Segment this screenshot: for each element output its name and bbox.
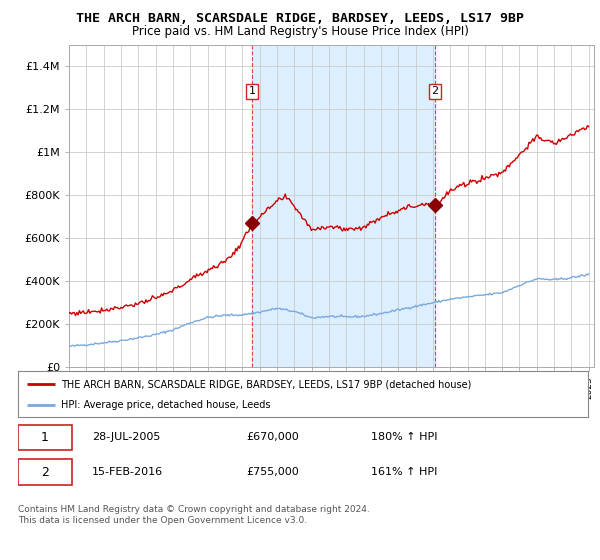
Text: THE ARCH BARN, SCARSDALE RIDGE, BARDSEY, LEEDS, LS17 9BP: THE ARCH BARN, SCARSDALE RIDGE, BARDSEY,… xyxy=(76,12,524,25)
Bar xyxy=(252,45,435,367)
Text: 1: 1 xyxy=(248,86,256,96)
Text: 2: 2 xyxy=(41,465,49,479)
Text: 1: 1 xyxy=(41,431,49,444)
Text: Contains HM Land Registry data © Crown copyright and database right 2024.
This d: Contains HM Land Registry data © Crown c… xyxy=(18,505,370,525)
Text: HPI: Average price, detached house, Leeds: HPI: Average price, detached house, Leed… xyxy=(61,400,270,410)
Text: 15-FEB-2016: 15-FEB-2016 xyxy=(92,467,163,477)
Text: THE ARCH BARN, SCARSDALE RIDGE, BARDSEY, LEEDS, LS17 9BP (detached house): THE ARCH BARN, SCARSDALE RIDGE, BARDSEY,… xyxy=(61,379,471,389)
Text: Price paid vs. HM Land Registry's House Price Index (HPI): Price paid vs. HM Land Registry's House … xyxy=(131,25,469,38)
FancyBboxPatch shape xyxy=(18,459,72,485)
Text: 161% ↑ HPI: 161% ↑ HPI xyxy=(371,467,438,477)
Text: 2: 2 xyxy=(431,86,439,96)
Text: 180% ↑ HPI: 180% ↑ HPI xyxy=(371,432,438,442)
FancyBboxPatch shape xyxy=(18,424,72,450)
Text: £670,000: £670,000 xyxy=(246,432,299,442)
Text: 28-JUL-2005: 28-JUL-2005 xyxy=(92,432,160,442)
Text: £755,000: £755,000 xyxy=(246,467,299,477)
